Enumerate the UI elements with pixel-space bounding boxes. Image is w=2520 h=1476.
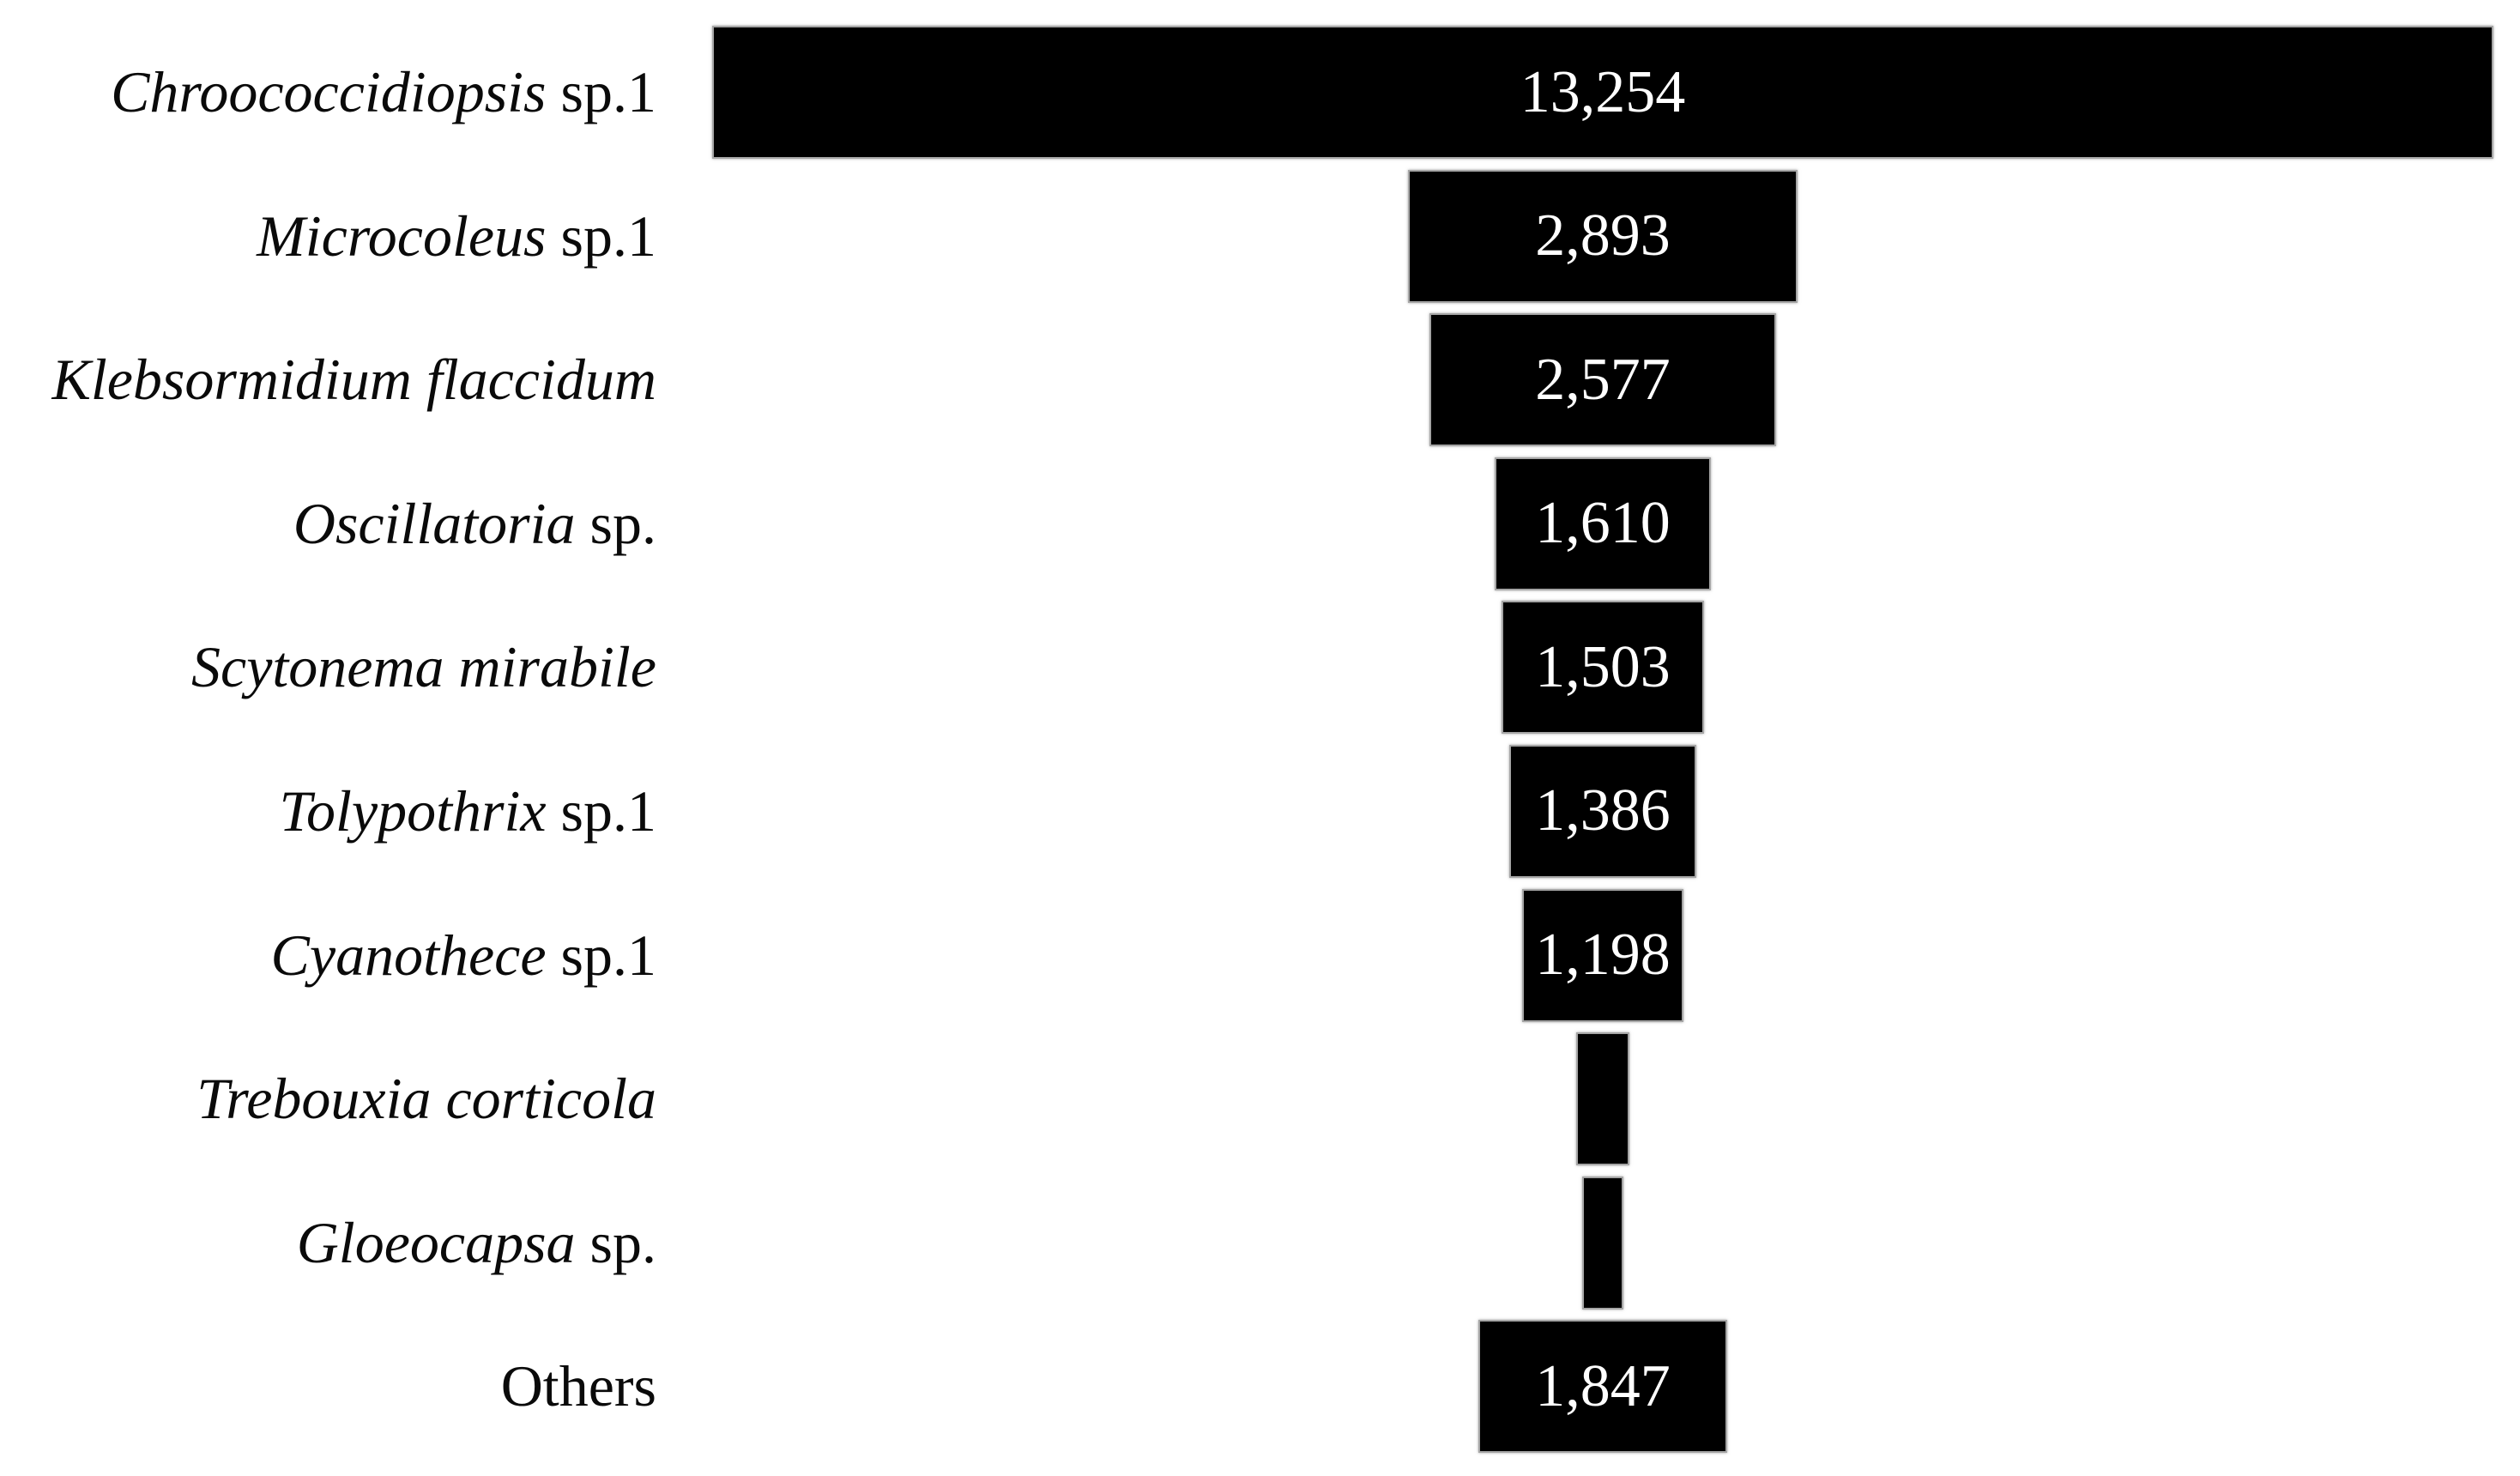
bar-plot-area: 2,893: [678, 165, 2520, 309]
category-label: Microcoleus sp.1: [0, 203, 678, 269]
species-name-suffix: sp.1: [546, 203, 656, 269]
chart-row: Klebsormidium flaccidum 2,577: [0, 308, 2520, 452]
species-name-italic: Oscillatoria: [293, 490, 576, 556]
bar-plot-area: [678, 1171, 2520, 1316]
bar: 1,610: [1494, 457, 1712, 590]
category-label: Klebsormidium flaccidum: [0, 349, 678, 410]
chart-row: Scytonema mirabile 1,503: [0, 596, 2520, 740]
chart-row: Chroococcidiopsis sp.1 13,254: [0, 21, 2520, 165]
chart-row: Others 1,847: [0, 1315, 2520, 1459]
category-label: Trebouxia corticola: [0, 1068, 678, 1129]
species-name-italic: Trebouxia corticola: [196, 1066, 656, 1132]
bar-plot-area: 2,577: [678, 308, 2520, 452]
category-label: Chroococcidiopsis sp.1: [0, 59, 678, 125]
chart-row: Microcoleus sp.1 2,893: [0, 165, 2520, 309]
bar-value-label: 1,386: [1535, 777, 1671, 844]
bar: 1,386: [1509, 744, 1696, 878]
category-label: Gloeocapsa sp.: [0, 1209, 678, 1275]
bar: [1582, 1176, 1623, 1310]
chart-row: Tolypothrix sp.1 1,386: [0, 740, 2520, 884]
species-name-suffix: sp.1: [546, 59, 656, 125]
bar: [1575, 1032, 1629, 1166]
chart-row: Cyanothece sp.1 1,198: [0, 884, 2520, 1028]
category-label: Tolypothrix sp.1: [0, 778, 678, 844]
bar: 1,198: [1522, 888, 1683, 1022]
species-name-suffix: sp.1: [546, 922, 656, 988]
species-name-suffix: sp.: [575, 1209, 656, 1275]
bar-value-label: 1,503: [1535, 633, 1671, 700]
category-label: Others: [0, 1356, 678, 1417]
bar-value-label: 1,198: [1535, 922, 1671, 989]
bar-plot-area: 1,847: [678, 1315, 2520, 1459]
species-name-italic: Tolypothrix: [279, 778, 547, 844]
chart-row: Gloeocapsa sp.: [0, 1171, 2520, 1316]
chart-row: Oscillatoria sp. 1,610: [0, 452, 2520, 596]
species-name-suffix: Others: [500, 1353, 656, 1419]
species-name-italic: Cyanothece: [270, 922, 547, 988]
species-name-italic: Gloeocapsa: [296, 1209, 576, 1275]
chart-row: Trebouxia corticola: [0, 1027, 2520, 1171]
species-name-italic: Klebsormidium flaccidum: [51, 347, 656, 413]
bar: 1,503: [1502, 601, 1704, 735]
bar: 2,893: [1408, 169, 1798, 303]
species-name-italic: Microcoleus: [257, 203, 547, 269]
bar-plot-area: [678, 1027, 2520, 1171]
bar: 1,847: [1478, 1320, 1727, 1454]
category-label: Oscillatoria sp.: [0, 493, 678, 554]
bar: 13,254: [712, 26, 2493, 159]
species-name-italic: Chroococcidiopsis: [111, 59, 547, 125]
bar-plot-area: 1,386: [678, 740, 2520, 884]
bar-value-label: 1,847: [1535, 1352, 1671, 1419]
category-label: Cyanothece sp.1: [0, 922, 678, 988]
bar-value-label: 2,893: [1535, 203, 1671, 269]
bar: 2,577: [1429, 313, 1776, 447]
bar-plot-area: 1,610: [678, 452, 2520, 596]
bar-value-label: 2,577: [1535, 346, 1671, 413]
category-label: Scytonema mirabile: [0, 637, 678, 698]
species-name-suffix: sp.: [575, 490, 656, 556]
bar-plot-area: 1,198: [678, 884, 2520, 1028]
species-name-italic: Scytonema mirabile: [191, 634, 656, 700]
bar-value-label: 1,610: [1535, 490, 1671, 557]
bar-plot-area: 13,254: [678, 21, 2520, 165]
bar-plot-area: 1,503: [678, 596, 2520, 740]
bar-value-label: 13,254: [1520, 58, 1686, 125]
species-name-suffix: sp.1: [546, 778, 656, 844]
